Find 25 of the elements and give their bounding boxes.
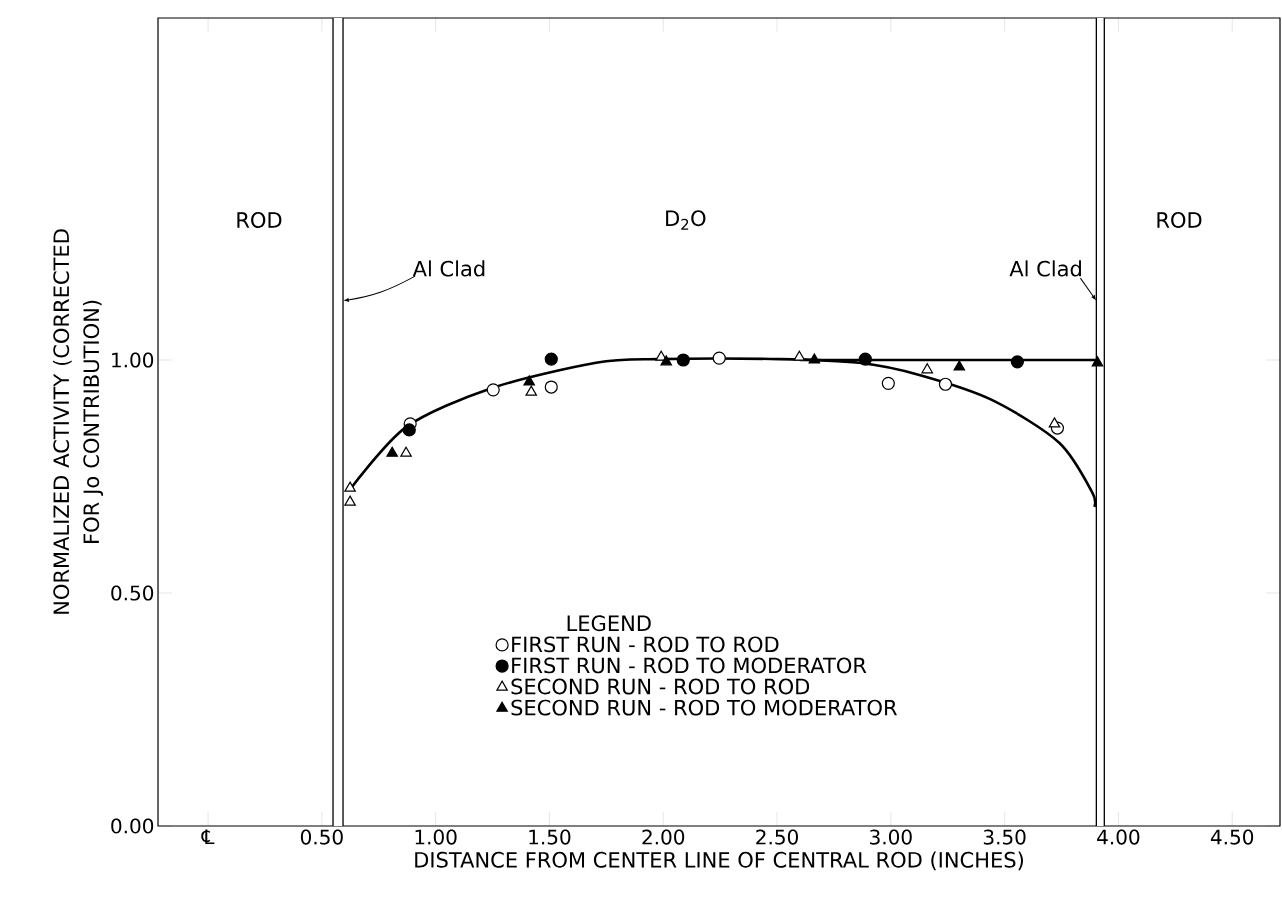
x-tick-label: 4.50 xyxy=(1210,829,1254,845)
x-tick-label: 2.00 xyxy=(642,829,685,845)
legend-label: SECOND RUN - ROD TO MODERATOR xyxy=(511,699,897,716)
x-axis-title: DISTANCE FROM CENTER LINE OF CENTRAL ROD (INCHES) xyxy=(415,851,1024,871)
band-label: Al Clad xyxy=(412,260,485,277)
y-tick-label: 1.00 xyxy=(112,352,154,368)
y-tick-label: 0.00 xyxy=(111,818,154,834)
legend-title: LEGEND xyxy=(567,615,651,632)
annotation: D$_{2}$O xyxy=(666,210,706,230)
annotation: ROD xyxy=(237,212,282,228)
legend-label: SECOND RUN - ROD TO ROD xyxy=(511,678,810,695)
annotation: ROD xyxy=(1157,212,1202,228)
x-tick-label: 0.50 xyxy=(300,829,343,845)
x-tick-label: 1.00 xyxy=(415,829,457,845)
x-tick-label: 1.50 xyxy=(529,829,571,845)
band-label: Al Clad xyxy=(1009,260,1081,277)
legend-label: FIRST RUN - ROD TO MODERATOR xyxy=(512,657,867,674)
legend-label: FIRST RUN - ROD TO ROD xyxy=(512,636,779,653)
x-tick-label: 3.00 xyxy=(870,829,912,845)
x-tick-label: 2.50 xyxy=(756,829,798,845)
x-tick-label: ℄ xyxy=(201,829,215,845)
x-tick-label: 3.50 xyxy=(983,829,1026,845)
y-axis-title: NORMALIZED ACTIVITY (CORRECTED FOR Jo CONTRIBUTION) xyxy=(52,229,104,614)
x-tick-label: 4.00 xyxy=(1097,829,1140,845)
y-tick-label: 0.50 xyxy=(111,585,154,601)
